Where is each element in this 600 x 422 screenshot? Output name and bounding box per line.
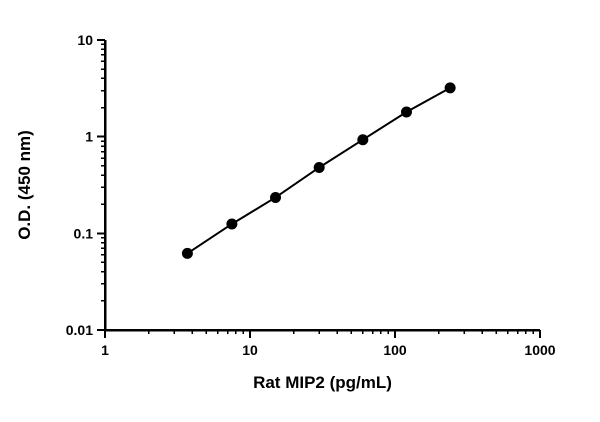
data-point: [270, 191, 282, 203]
data-point: [226, 218, 238, 230]
y-axis-tick-label: 10: [77, 32, 93, 48]
data-point: [400, 106, 412, 118]
x-axis-tick-label: 100: [383, 342, 407, 358]
x-axis-tick-label: 10: [242, 342, 258, 358]
y-axis-tick-label: 0.1: [74, 225, 94, 241]
data-point: [444, 82, 456, 94]
data-point: [357, 134, 369, 146]
data-point: [181, 247, 193, 259]
y-axis-tick-label: 1: [85, 129, 93, 145]
y-axis-tick-label: 0.01: [66, 322, 93, 338]
x-axis-tick-label: 1: [101, 342, 109, 358]
y-axis-title: O.D. (450 nm): [15, 130, 34, 240]
x-axis-title: Rat MIP2 (pg/mL): [253, 373, 392, 392]
data-point: [313, 161, 325, 173]
x-axis-tick-label: 1000: [524, 342, 555, 358]
